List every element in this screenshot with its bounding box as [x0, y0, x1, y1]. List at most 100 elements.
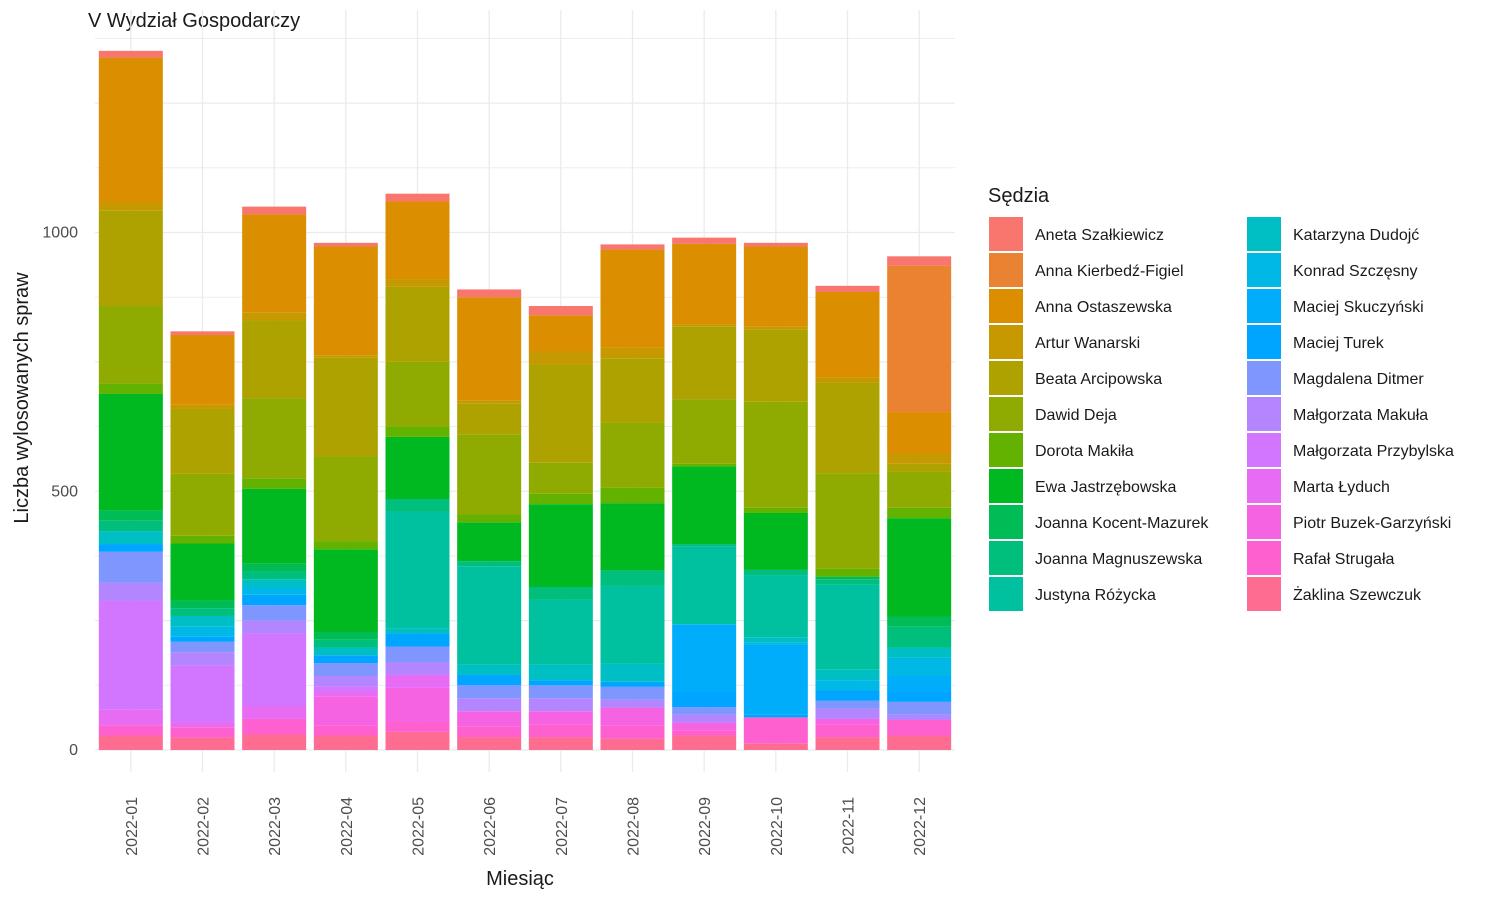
bar-segment — [887, 453, 952, 464]
bar-segment — [313, 663, 378, 676]
bar-segment — [457, 514, 522, 523]
bar-segment — [743, 507, 808, 513]
bar-segment — [98, 725, 163, 736]
legend-key — [1247, 433, 1281, 467]
legend-label: Magdalena Ditmer — [1293, 371, 1424, 388]
bar-segment — [672, 324, 737, 327]
legend-label: Dorota Makiła — [1035, 443, 1134, 460]
x-tick-label: 2022-11 — [841, 797, 858, 855]
bar-segment — [743, 401, 808, 508]
bar-segment — [457, 674, 522, 686]
bar-segment — [672, 546, 737, 625]
chart-title: V Wydział Gospodarczy — [88, 10, 300, 32]
bar-segment — [457, 685, 522, 699]
bar-segment — [170, 737, 235, 750]
bar-segment — [672, 707, 737, 715]
legend-label: Maciej Turek — [1293, 335, 1385, 352]
bar-segment — [385, 628, 450, 634]
x-tick-label: 2022-09 — [697, 797, 714, 856]
bar-segment — [815, 737, 880, 750]
bar-segment — [457, 403, 522, 435]
bar-segment — [313, 686, 378, 692]
bar-segment — [385, 633, 450, 647]
bar-segment — [600, 487, 665, 504]
legend-label: Dawid Deja — [1035, 407, 1117, 424]
y-axis-title: Liczba wylosowanych spraw — [11, 272, 33, 524]
bar-segment — [887, 471, 952, 508]
bar-segment — [815, 473, 880, 569]
bar-segment — [528, 599, 593, 665]
bar-segment — [672, 730, 737, 736]
bar-segment — [672, 722, 737, 731]
bar-segment — [98, 210, 163, 306]
legend-key — [989, 361, 1023, 395]
bar-segment — [887, 675, 952, 692]
bar-segment — [98, 735, 163, 750]
legend-key — [989, 469, 1023, 503]
x-tick-label: 2022-05 — [411, 797, 428, 856]
bar-segment — [815, 700, 880, 709]
bar-segment — [385, 674, 450, 688]
bar-segment — [313, 675, 378, 687]
x-tick-label: 2022-12 — [912, 797, 929, 856]
bar-segment — [743, 329, 808, 402]
bar-segment — [600, 663, 665, 682]
x-axis-title: Miesiąc — [486, 868, 554, 890]
legend-label: Marta Łyduch — [1293, 479, 1390, 496]
bar-segment — [98, 531, 163, 545]
bar-segment — [815, 285, 880, 293]
bar-segment — [528, 685, 593, 699]
bar-segment — [457, 297, 522, 401]
legend-key — [989, 577, 1023, 611]
bar-segment — [242, 706, 307, 719]
legend-label: Katarzyna Dudojć — [1293, 227, 1419, 244]
bar-segment — [98, 582, 163, 601]
bar-segment — [313, 725, 378, 736]
bar-segment — [385, 286, 450, 362]
bar-segment — [385, 511, 450, 629]
bar-segment — [242, 563, 307, 572]
bar-segment — [528, 724, 593, 738]
bar-segment — [170, 535, 235, 544]
bar-segment — [313, 456, 378, 542]
bar-segment — [98, 520, 163, 532]
legend-key — [1247, 541, 1281, 575]
bar-segment — [457, 726, 522, 738]
bar-segment — [887, 265, 952, 413]
bar-segment — [170, 334, 235, 405]
x-tick-label: 2022-01 — [124, 797, 141, 856]
bar-segment — [672, 714, 737, 723]
legend-key — [989, 289, 1023, 323]
bar-segment — [313, 549, 378, 633]
bar-segment — [313, 357, 378, 457]
bar-segment — [242, 478, 307, 489]
bar-segment — [815, 292, 880, 378]
bar-segment — [887, 647, 952, 658]
legend-label: Ewa Jastrzębowska — [1035, 479, 1176, 496]
bar-segment — [528, 351, 593, 365]
bar-segment — [743, 575, 808, 638]
legend-key — [989, 253, 1023, 287]
bar-segment — [743, 637, 808, 643]
bar-segment — [313, 355, 378, 358]
x-tick-label: 2022-10 — [769, 797, 786, 856]
bar-segment — [385, 499, 450, 512]
bar-segment — [887, 714, 952, 720]
bar-segment — [887, 691, 952, 702]
legend-key — [1247, 469, 1281, 503]
bar-segment — [242, 605, 307, 621]
bar-segment — [528, 664, 593, 681]
bar-segment — [385, 279, 450, 287]
y-tick-label: 1000 — [42, 225, 78, 242]
bar-segment — [242, 620, 307, 634]
bar-segment — [242, 571, 307, 580]
bar-segment — [743, 246, 808, 327]
bar-segment — [98, 57, 163, 203]
bar-segment — [313, 647, 378, 656]
bars-layer — [98, 50, 952, 750]
bar-segment — [600, 249, 665, 348]
bar-segment — [600, 422, 665, 488]
bar-segment — [600, 585, 665, 664]
legend-label: Anna Kierbedź-Figiel — [1035, 263, 1184, 280]
bar-segment — [98, 510, 163, 521]
